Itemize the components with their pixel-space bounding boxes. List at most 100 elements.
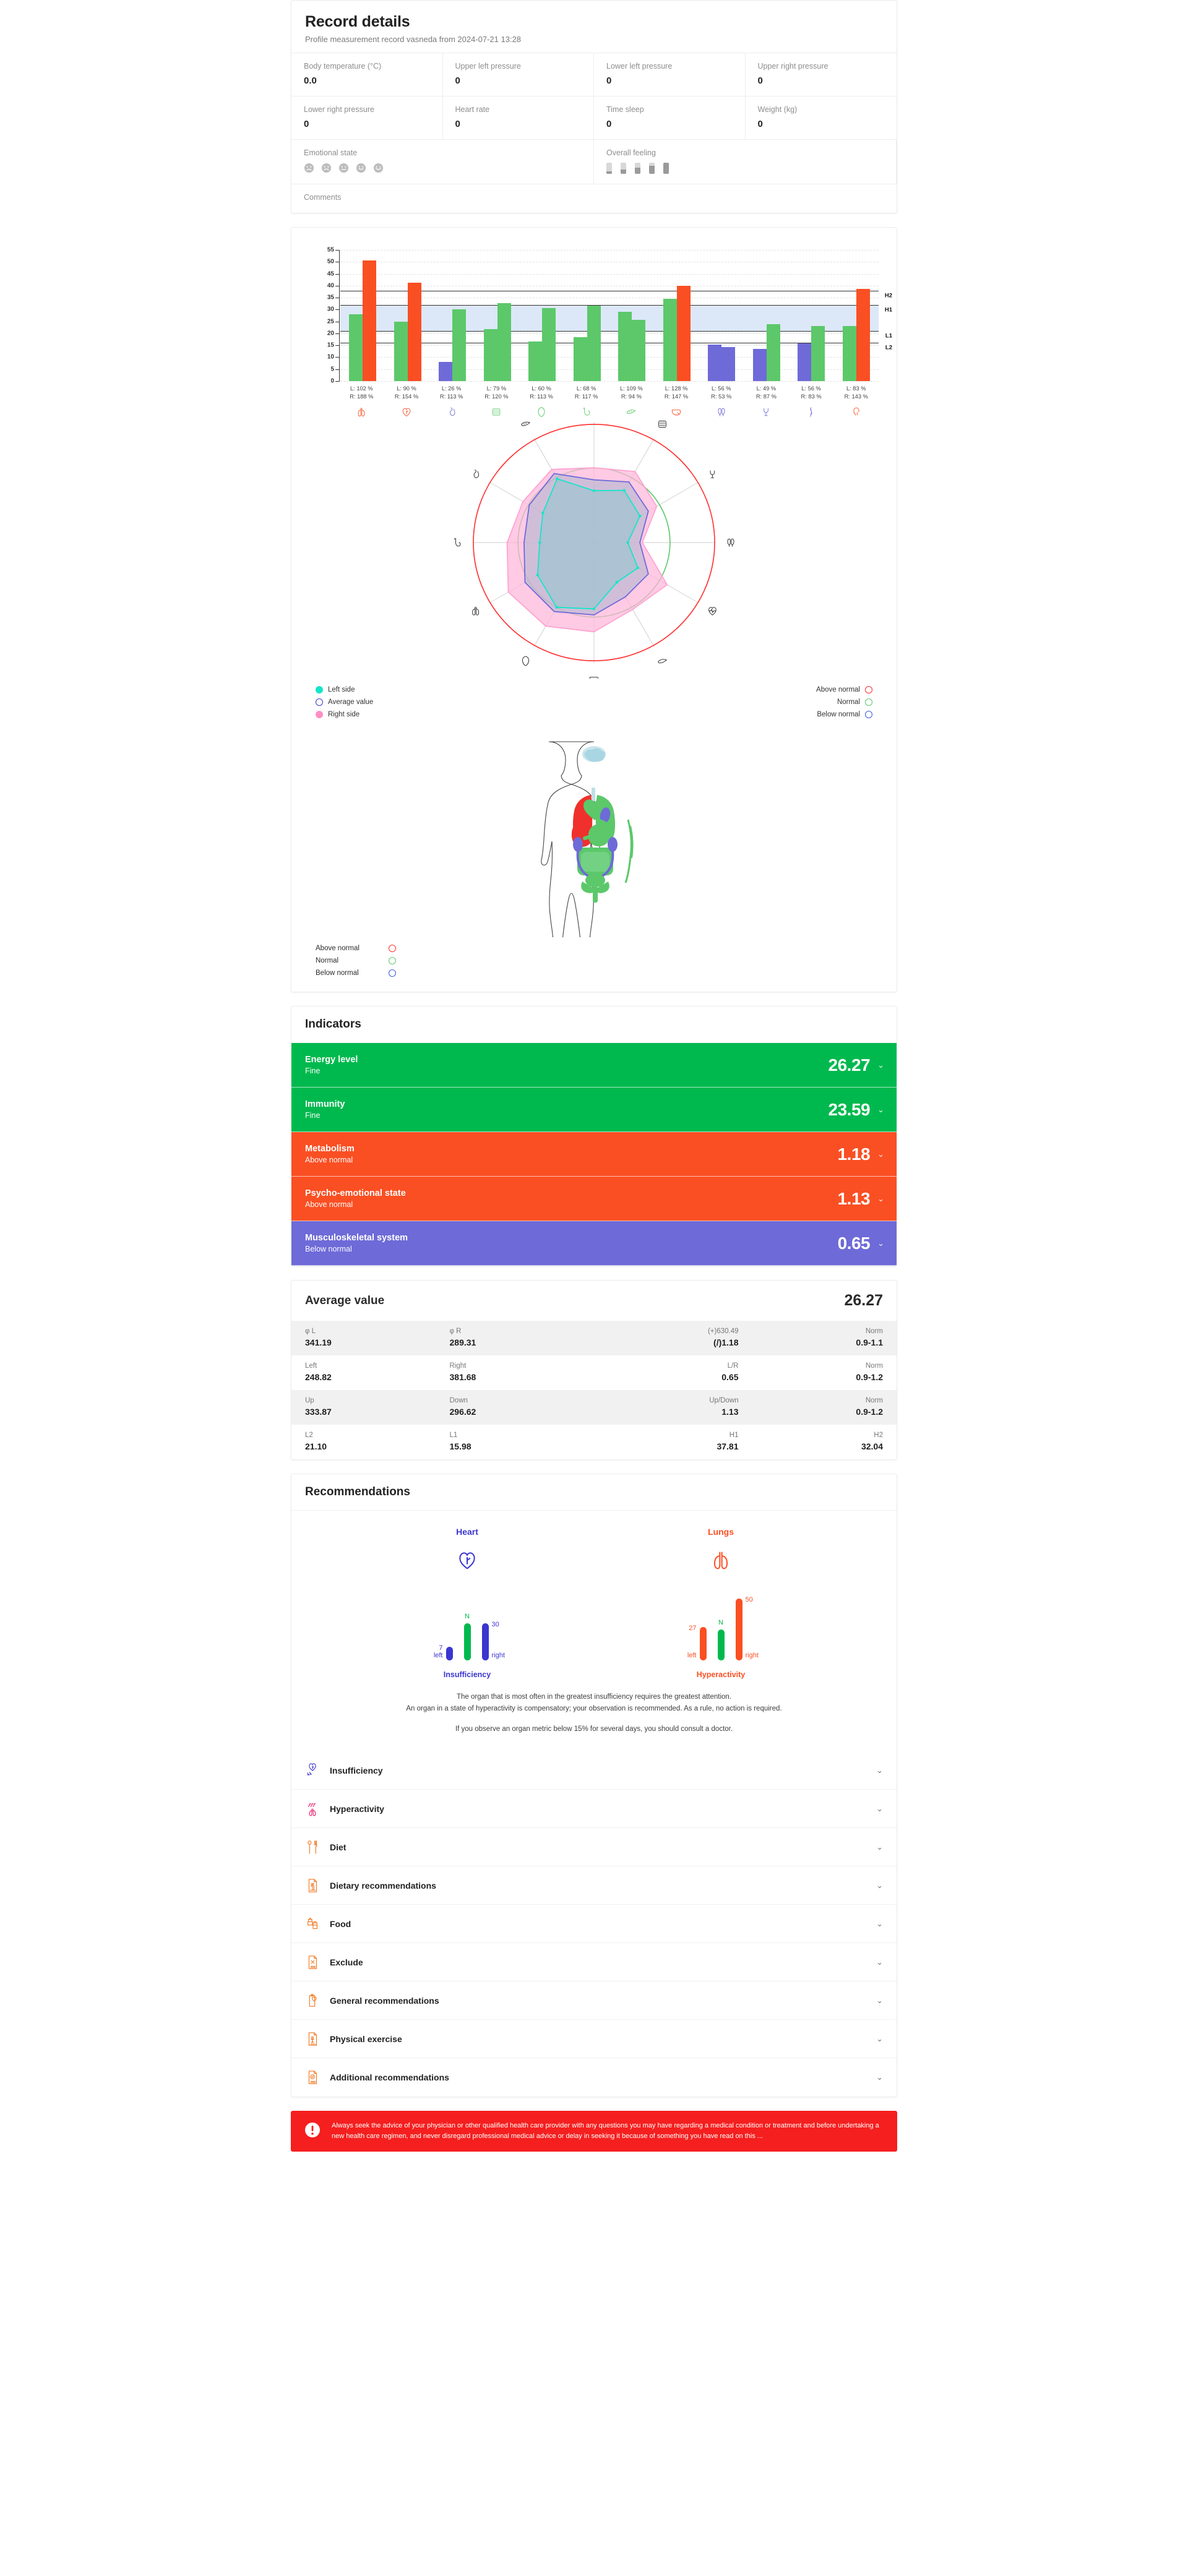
average-value-header: Average value 26.27: [291, 1281, 897, 1321]
chevron-down-icon[interactable]: ⌄: [876, 1880, 883, 1890]
indicator-row[interactable]: Energy level Fine 26.27 ⌄: [291, 1043, 897, 1088]
average-cell-label: Down: [449, 1397, 468, 1404]
face-very-sad[interactable]: [304, 163, 314, 173]
accordion-item-dietary-recommendations[interactable]: Dietary recommendations ⌄: [291, 1866, 897, 1905]
bar-left[interactable]: [394, 322, 408, 381]
recommendation-note: The organ that is most often in the grea…: [406, 1693, 782, 1712]
medical-disclaimer-banner: Always seek the advice of your physician…: [291, 2111, 897, 2152]
accordion-label: Diet: [330, 1842, 346, 1852]
average-row: φ L 341.19 φ R 289.31 (+)630.49 (/)1.18 Norm 0.…: [291, 1321, 897, 1355]
bar-right[interactable]: [587, 306, 601, 381]
indicator-row[interactable]: Immunity Fine 23.59 ⌄: [291, 1088, 897, 1132]
average-cell-value: 32.04: [861, 1441, 883, 1451]
face-neutral[interactable]: [338, 163, 349, 173]
chevron-down-icon[interactable]: ⌄: [877, 1238, 884, 1248]
chevron-down-icon[interactable]: ⌄: [877, 1149, 884, 1159]
indicator-row[interactable]: Psycho-emotional state Above normal 1.13 ⌄: [291, 1177, 897, 1221]
x-axis-label: L: 128 % R: 147 %: [664, 385, 689, 400]
bar-left[interactable]: [349, 314, 363, 381]
y-axis-tick: 15: [327, 341, 334, 349]
bar-right[interactable]: [856, 289, 870, 381]
face-happy[interactable]: [356, 163, 366, 173]
bar-left[interactable]: [663, 299, 677, 381]
bar-left[interactable]: [798, 343, 812, 381]
accordion-item-general-recommendations[interactable]: General recommendations ⌄: [291, 1981, 897, 2020]
bar-right[interactable]: [676, 285, 691, 381]
reference-label-h1: H1: [884, 306, 892, 313]
bar-right[interactable]: [497, 303, 511, 381]
chevron-down-icon[interactable]: ⌄: [877, 1104, 884, 1114]
chevron-down-icon[interactable]: ⌄: [876, 1918, 883, 1928]
accordion-item-additional-recommendations[interactable]: Additional recommendations ⌄: [291, 2058, 897, 2097]
chevron-down-icon[interactable]: ⌄: [877, 1193, 884, 1203]
bar-left[interactable]: [618, 311, 632, 381]
y-axis-tick: 5: [330, 366, 334, 373]
grid-line: [340, 381, 879, 382]
record-field: Upper left pressure 0: [442, 53, 594, 97]
bar-right[interactable]: [721, 346, 736, 381]
pancreas-icon: [609, 406, 654, 418]
legend-swatch: [865, 711, 872, 718]
feeling-level-bar[interactable]: [621, 163, 626, 174]
chevron-down-icon[interactable]: ⌄: [876, 1957, 883, 1967]
bar-left[interactable]: [439, 361, 453, 381]
chevron-down-icon[interactable]: ⌄: [876, 1842, 883, 1852]
legend-item: Right side: [316, 711, 373, 718]
organ-balance-title: Heart: [456, 1527, 478, 1537]
indicator-row[interactable]: Metabolism Above normal 1.18 ⌄: [291, 1132, 897, 1177]
bar-right[interactable]: [452, 309, 467, 381]
bar-right[interactable]: [542, 308, 556, 381]
feeling-level-bar[interactable]: [663, 163, 669, 174]
chevron-down-icon[interactable]: ⌄: [876, 1765, 883, 1775]
x-axis-label: L: 90 % R: 154 %: [394, 385, 419, 400]
body-legend-item: Normal: [316, 957, 396, 964]
average-cell: Norm 0.9-1.2: [739, 1397, 883, 1417]
balance-bar: 50 right: [735, 1596, 759, 1660]
y-tick-mark: [335, 345, 339, 346]
bar-right[interactable]: [407, 283, 421, 381]
chevron-down-icon[interactable]: ⌄: [876, 1803, 883, 1813]
bar-left[interactable]: [528, 341, 543, 381]
average-cell: L1 15.98: [450, 1432, 595, 1451]
bar-left[interactable]: [708, 344, 722, 381]
bar-right[interactable]: [363, 260, 377, 381]
feeling-level-fill: [663, 163, 669, 174]
face-sad[interactable]: [321, 163, 332, 173]
radar-legend: Left side Average value Right side Above n…: [316, 686, 872, 718]
bar-left[interactable]: [752, 348, 767, 381]
accordion-item-exclude[interactable]: Exclude ⌄: [291, 1943, 897, 1981]
legend-label: Right side: [328, 711, 360, 718]
accordion-item-physical-exercise[interactable]: Physical exercise ⌄: [291, 2020, 897, 2058]
bar-left[interactable]: [483, 328, 497, 381]
chevron-down-icon[interactable]: ⌄: [876, 1995, 883, 2005]
accordion-label: Insufficiency: [330, 1765, 383, 1775]
chevron-down-icon[interactable]: ⌄: [876, 2072, 883, 2082]
bar-left[interactable]: [842, 325, 856, 381]
accordion-item-hyperactivity[interactable]: Hyperactivity ⌄: [291, 1790, 897, 1828]
accordion-item-insufficiency[interactable]: Insufficiency ⌄: [291, 1751, 897, 1790]
feeling-level-bar[interactable]: [649, 163, 655, 174]
large-intestine-icon: [658, 421, 666, 428]
recommendations-accordion-list: Insufficiency ⌄ Hyperactivity ⌄ Diet ⌄ Dietary…: [291, 1751, 897, 2097]
balance-bar: N: [717, 1619, 725, 1660]
bar-right[interactable]: [811, 325, 825, 381]
accordion-item-diet[interactable]: Diet ⌄: [291, 1828, 897, 1866]
feeling-level-bar[interactable]: [606, 163, 612, 174]
legend-item: Below normal: [816, 711, 872, 718]
human-body-organ-diagram: [541, 741, 634, 937]
bar-right[interactable]: [632, 319, 646, 381]
accordion-item-food[interactable]: Food ⌄: [291, 1905, 897, 1943]
chevron-down-icon[interactable]: ⌄: [877, 1060, 884, 1070]
organ-bar-chart: 0 5 10 15 20 25 30 35 40 45 50 55 H2 H1 L1 L2 L: 102 %…: [303, 244, 892, 417]
record-field: Time sleep 0: [594, 97, 746, 140]
indicator-row[interactable]: Musculoskeletal system Below normal 0.65 ⌄: [291, 1221, 897, 1266]
indicator-value: 0.65: [837, 1233, 871, 1253]
indicator-state: Above normal: [305, 1200, 353, 1209]
feeling-level-bar[interactable]: [635, 163, 640, 174]
chevron-down-icon[interactable]: ⌄: [876, 2033, 883, 2043]
y-tick-mark: [335, 250, 339, 251]
bar-right[interactable]: [766, 324, 780, 381]
reference-label-h2: H2: [884, 292, 892, 299]
bar-left[interactable]: [573, 337, 587, 381]
face-very-happy[interactable]: [373, 163, 384, 173]
